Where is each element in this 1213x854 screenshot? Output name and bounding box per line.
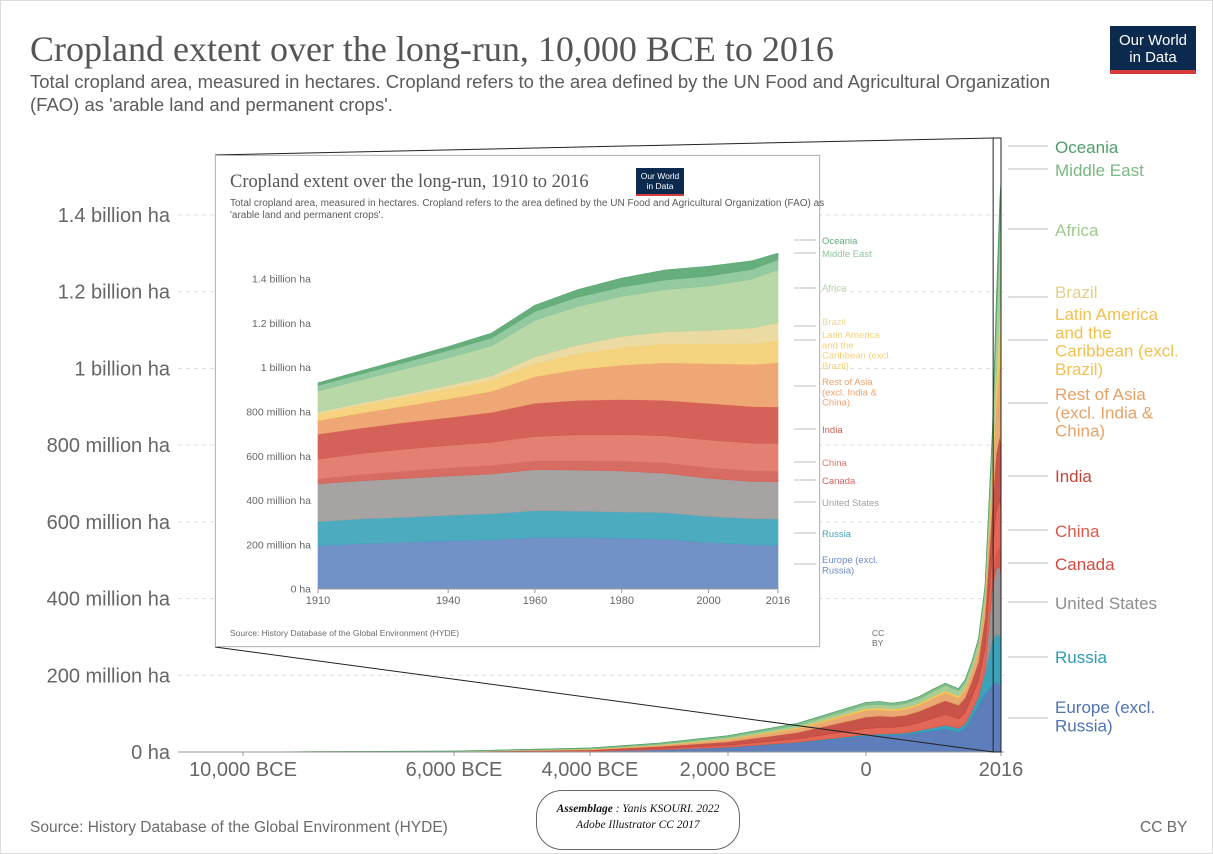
- inset-title: Cropland extent over the long-run, 1910 …: [230, 172, 589, 192]
- x-tick-label: 6,000 BCE: [406, 759, 503, 781]
- y-tick-label: 200 million ha: [47, 665, 171, 687]
- legend-label-rest-of-asia-excl-india-china[interactable]: Rest of Asia (excl. India & China): [822, 377, 878, 409]
- y-tick-label: 600 million ha: [246, 451, 311, 463]
- credit-line-1: Assemblage : Yanis KSOURI. 2022: [537, 801, 739, 817]
- x-tick-label: 10,000 BCE: [189, 759, 297, 781]
- y-tick-label: 0 ha: [131, 742, 171, 764]
- legend-label-united-states[interactable]: United States: [822, 498, 879, 509]
- page-subtitle: Total cropland area, measured in hectare…: [30, 71, 1051, 115]
- y-tick-label: 1.4 billion ha: [252, 274, 311, 286]
- x-tick-label: 1960: [523, 595, 547, 607]
- zoom-connector-top: [214, 137, 994, 156]
- legend-label-africa[interactable]: Africa: [1055, 221, 1099, 240]
- page-title: Cropland extent over the long-run, 10,00…: [30, 29, 834, 69]
- y-tick-label: 200 million ha: [246, 539, 311, 551]
- inset-owid-logo[interactable]: Our World in Data: [636, 168, 684, 196]
- x-tick-label: 2016: [766, 595, 790, 607]
- credit-author: : Yanis KSOURI. 2022: [612, 803, 720, 815]
- owid-logo[interactable]: Our World in Data: [1110, 26, 1196, 74]
- x-tick-label: 1980: [610, 595, 634, 607]
- x-tick-label: 1910: [306, 595, 330, 607]
- y-tick-label: 800 million ha: [246, 407, 311, 419]
- inset-source-note: Source: History Database of the Global E…: [230, 628, 460, 638]
- y-tick-label: 1 billion ha: [261, 362, 311, 374]
- y-tick-label: 1.2 billion ha: [58, 282, 171, 304]
- inset-license: CC BY: [872, 628, 885, 648]
- owid-logo-line-2: in Data: [1129, 49, 1177, 66]
- legend-label-canada[interactable]: Canada: [822, 476, 856, 487]
- legend-label-brazil[interactable]: Brazil: [1055, 283, 1098, 302]
- y-tick-label: 400 million ha: [246, 495, 311, 507]
- x-tick-label: 2016: [979, 759, 1024, 781]
- x-tick-label: 1940: [436, 595, 460, 607]
- legend-label-latin-america-and-the-caribbean-excl-brazil[interactable]: Latin America and the Caribbean (excl. Braz…: [1055, 305, 1179, 379]
- x-tick-label: 2000: [696, 595, 720, 607]
- x-tick-label: 4,000 BCE: [542, 759, 639, 781]
- inset-owid-logo-line-2: in Data: [646, 180, 674, 191]
- legend-label-latin-america-and-the-caribbean-excl-brazil[interactable]: Latin America and the Caribbean (excl. Braz…: [822, 330, 891, 372]
- license: CC BY: [1140, 819, 1188, 836]
- y-tick-label: 400 million ha: [47, 589, 171, 611]
- x-tick-label: 2,000 BCE: [680, 759, 777, 781]
- legend-label-canada[interactable]: Canada: [1055, 555, 1115, 574]
- owid-logo-line-1: Our World: [1118, 32, 1188, 49]
- legend-label-india[interactable]: India: [1055, 467, 1092, 486]
- zoom-connector-bottom: [214, 646, 994, 753]
- inset-owid-logo-line-1: Our World: [640, 171, 680, 181]
- legend-label-rest-of-asia-excl-india-china[interactable]: Rest of Asia (excl. India & China): [1055, 385, 1154, 441]
- legend-label-india[interactable]: India: [822, 425, 843, 436]
- legend-label-europe-excl-russia[interactable]: Europe (excl. Russia): [822, 555, 878, 576]
- legend-label-middle-east[interactable]: Middle East: [1055, 161, 1144, 180]
- legend-label-oceania[interactable]: Oceania: [822, 236, 858, 247]
- y-tick-label: 800 million ha: [47, 435, 171, 457]
- source-note: Source: History Database of the Global E…: [30, 819, 448, 836]
- zoom-region: [992, 137, 1002, 753]
- area-russia[interactable]: [242, 633, 1002, 753]
- credit-strong: Assemblage: [556, 803, 613, 815]
- inset-subtitle: Total cropland area, measured in hectare…: [230, 198, 825, 221]
- legend-label-brazil[interactable]: Brazil: [822, 317, 846, 328]
- y-tick-label: 0 ha: [291, 584, 312, 596]
- area-europe-excl-russia[interactable]: [317, 537, 779, 590]
- y-tick-label: 1.4 billion ha: [58, 205, 171, 227]
- legend-label-europe-excl-russia[interactable]: Europe (excl. Russia): [1055, 698, 1155, 735]
- x-tick-label: 0: [860, 759, 871, 781]
- y-tick-label: 600 million ha: [47, 512, 171, 534]
- legend-label-united-states[interactable]: United States: [1055, 594, 1157, 613]
- legend-label-china[interactable]: China: [1055, 522, 1100, 541]
- inset-chart: 0 ha 200 million ha 400 million ha 600 mill…: [246, 236, 891, 607]
- legend-label-oceania[interactable]: Oceania: [1055, 138, 1119, 157]
- legend-label-russia[interactable]: Russia: [822, 529, 852, 540]
- legend-label-russia[interactable]: Russia: [1055, 648, 1108, 667]
- legend-label-china[interactable]: China: [822, 458, 848, 469]
- area-oceania[interactable]: [317, 252, 779, 386]
- y-tick-label: 1 billion ha: [74, 358, 171, 380]
- credit-box: Assemblage : Yanis KSOURI. 2022 Adobe Il…: [536, 790, 740, 850]
- legend-label-africa[interactable]: Africa: [822, 283, 847, 294]
- credit-tool: Adobe Illustrator CC 2017: [576, 819, 700, 831]
- y-tick-label: 1.2 billion ha: [252, 318, 311, 330]
- inset-chart-panel: Cropland extent over the long-run, 1910 …: [215, 155, 891, 648]
- legend-label-middle-east[interactable]: Middle East: [822, 249, 872, 260]
